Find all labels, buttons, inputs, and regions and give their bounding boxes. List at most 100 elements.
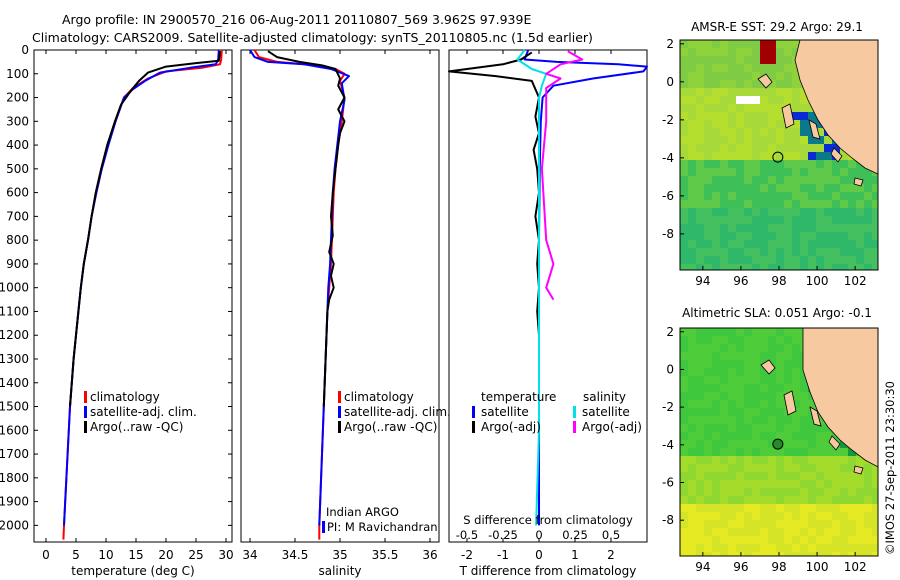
heatmap-cell <box>680 520 689 529</box>
heatmap-cell <box>728 456 737 465</box>
heatmap-cell <box>696 56 705 65</box>
heatmap-cell <box>744 352 753 361</box>
heatmap-cell <box>824 488 833 497</box>
heatmap-cell <box>696 544 705 553</box>
salinity-legend: climatology satellite-adj. clim. Argo(..… <box>338 390 451 434</box>
heatmap-cell <box>848 256 857 265</box>
heatmap-cell <box>704 392 713 401</box>
heatmap-cell <box>784 432 793 441</box>
heatmap-cell <box>688 352 697 361</box>
heatmap-cell <box>760 104 769 113</box>
heatmap-cell <box>824 480 833 489</box>
imos-credit: ©IMOS 27-Sep-2011 23:30:30 <box>883 381 897 555</box>
heatmap-cell <box>808 248 817 257</box>
heatmap-cell <box>872 224 878 233</box>
heatmap-cell <box>872 184 878 193</box>
map-y-tick-label: -2 <box>662 113 674 127</box>
heatmap-cell <box>680 328 689 337</box>
heatmap-cell <box>696 480 705 489</box>
heatmap-cell <box>792 392 801 401</box>
heatmap-cell <box>712 544 721 553</box>
heatmap-cell <box>760 128 769 137</box>
heatmap-cell <box>832 224 841 233</box>
heatmap-cell <box>768 264 777 270</box>
heatmap-cell <box>680 448 689 457</box>
legend-label-satellite: satellite-adj. clim. <box>90 405 197 419</box>
heatmap-cell <box>680 536 689 545</box>
heatmap-cell <box>784 232 793 241</box>
heatmap-cell <box>752 216 761 225</box>
heatmap-cell <box>712 240 721 249</box>
heatmap-cell <box>680 504 689 513</box>
heatmap-cell <box>696 136 705 145</box>
heatmap-cell <box>720 456 729 465</box>
heatmap-cell <box>728 544 737 553</box>
heatmap-cell <box>816 520 825 529</box>
heatmap-cell <box>736 536 745 545</box>
heatmap-cell <box>680 496 689 505</box>
heatmap-cell <box>808 488 817 497</box>
heatmap-cell <box>768 344 777 353</box>
heatmap-cell <box>776 520 785 529</box>
heatmap-cell <box>736 424 745 433</box>
heatmap-cell <box>720 488 729 497</box>
heatmap-cell <box>728 376 737 385</box>
heatmap-cell <box>752 232 761 241</box>
heatmap-cell <box>712 360 721 369</box>
heatmap-cell <box>784 344 793 353</box>
heatmap-cell <box>752 360 761 369</box>
heatmap-cell <box>688 144 697 153</box>
heatmap-cell <box>728 328 737 337</box>
heatmap-cell <box>720 520 729 529</box>
heatmap-cell <box>680 128 689 137</box>
heatmap-cell <box>864 200 873 209</box>
heatmap-cell <box>744 488 753 497</box>
heatmap-cell <box>736 192 745 201</box>
heatmap-cell <box>792 464 801 473</box>
header-line-2: Climatology: CARS2009. Satellite-adjuste… <box>32 30 593 45</box>
heatmap-cell <box>800 112 809 121</box>
heatmap-cell <box>736 440 745 449</box>
heatmap-cell <box>768 160 777 169</box>
heatmap-cell <box>736 136 745 145</box>
heatmap-cell <box>752 472 761 481</box>
heatmap-cell <box>680 160 689 169</box>
heatmap-cell <box>816 472 825 481</box>
x-tick-label: 34.5 <box>282 548 309 562</box>
heatmap-cell <box>680 112 689 121</box>
heatmap-cell <box>760 424 769 433</box>
heatmap-cell <box>808 400 817 409</box>
heatmap-cell <box>752 384 761 393</box>
heatmap-cell <box>816 144 825 153</box>
heatmap-cell <box>800 456 809 465</box>
heatmap-cell <box>808 160 817 169</box>
heatmap-cell <box>768 72 777 81</box>
heatmap-cell <box>752 80 761 89</box>
heatmap-cell <box>768 80 777 89</box>
heatmap-cell <box>704 176 713 185</box>
heatmap-cell <box>760 112 769 121</box>
heatmap-cell <box>824 176 833 185</box>
depth-tick-label: 200 <box>6 91 29 105</box>
heatmap-cell <box>800 496 809 505</box>
heatmap-cell <box>792 424 801 433</box>
heatmap-cell <box>728 488 737 497</box>
heatmap-cell <box>848 472 857 481</box>
heatmap-cell <box>728 144 737 153</box>
heatmap-cell <box>792 448 801 457</box>
heatmap-cell <box>864 264 873 270</box>
heatmap-cell <box>696 408 705 417</box>
heatmap-cell <box>840 488 849 497</box>
heatmap-cell <box>872 544 878 553</box>
heatmap-cell <box>704 64 713 73</box>
heatmap-cell <box>736 144 745 153</box>
heatmap-cell <box>824 168 833 177</box>
heatmap-cell <box>688 176 697 185</box>
heatmap-cell <box>768 384 777 393</box>
heatmap-cell <box>792 352 801 361</box>
heatmap-cell <box>808 216 817 225</box>
heatmap-cell <box>864 248 873 257</box>
heatmap-cell <box>784 480 793 489</box>
heatmap-cell <box>736 368 745 377</box>
heatmap-cell <box>816 464 825 473</box>
